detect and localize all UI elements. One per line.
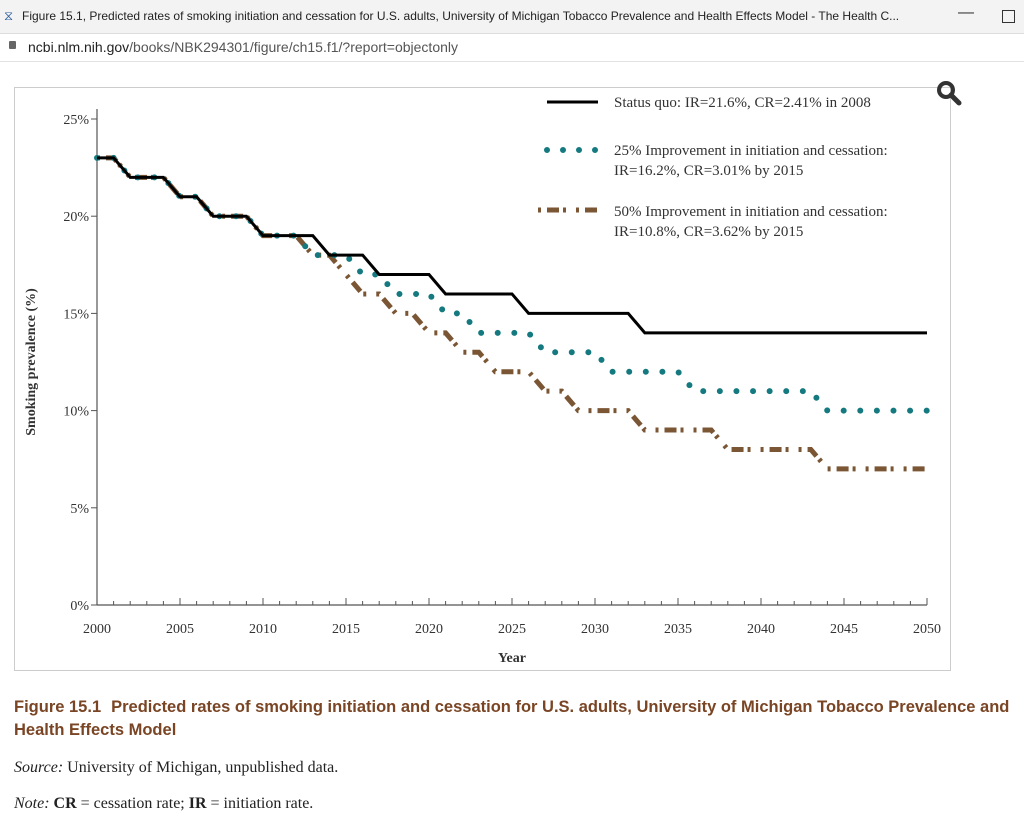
x-tick-label: 2000: [83, 622, 111, 637]
lock-icon: [9, 41, 16, 49]
x-tick-label: 2035: [664, 622, 692, 637]
figure-caption: Figure 15.1 Predicted rates of smoking in…: [14, 696, 1014, 742]
x-tick-label: 2030: [581, 622, 609, 637]
x-tick-label: 2025: [498, 622, 526, 637]
url-path: /books/NBK294301/figure/ch15.f1/?report=…: [129, 39, 459, 55]
zoom-magnifier-icon[interactable]: [937, 81, 962, 106]
window-title-bar: ⧖ Figure 15.1, Predicted rates of smokin…: [0, 0, 1024, 34]
source-text: University of Michigan, unpublished data…: [63, 759, 339, 776]
y-tick-label: 15%: [63, 307, 89, 322]
y-tick-label: 5%: [70, 502, 89, 517]
y-axis-label: Smoking prevalence (%): [24, 288, 39, 436]
caption-number: Figure 15.1: [14, 698, 102, 716]
window-title: Figure 15.1, Predicted rates of smoking …: [22, 9, 900, 23]
note-cr-text: = cessation rate;: [76, 795, 189, 812]
x-tick-label: 2045: [830, 622, 858, 637]
x-tick-label: 2015: [332, 622, 360, 637]
source-label: Source:: [14, 759, 64, 776]
caption-text: Predicted rates of smoking initiation an…: [14, 698, 1010, 739]
x-tick-label: 2005: [166, 622, 194, 637]
x-tick-label: 2050: [913, 622, 941, 637]
legend-label-25pct: 25% Improvement in initiation and cessat…: [614, 143, 888, 159]
source-line: Source: University of Michigan, unpublis…: [14, 759, 338, 777]
series-status-quo: [97, 156, 927, 335]
note-label: Note:: [14, 795, 50, 812]
x-tick-label: 2010: [249, 622, 277, 637]
minimize-button[interactable]: —: [958, 4, 974, 21]
legend-label-50pct-line2: IR=10.8%, CR=3.62% by 2015: [614, 224, 803, 240]
ncbi-logo-icon: ⧖: [4, 8, 14, 23]
x-axis-label: Year: [498, 651, 526, 666]
y-tick-label: 0%: [70, 599, 89, 614]
url-text[interactable]: ncbi.nlm.nih.gov/books/NBK294301/figure/…: [28, 39, 458, 55]
legend-label-status-quo: Status quo: IR=21.6%, CR=2.41% in 2008: [614, 95, 871, 111]
figure-frame: [14, 87, 951, 671]
x-tick-label: 2020: [415, 622, 443, 637]
y-tick-label: 20%: [63, 210, 89, 225]
x-tick-label: 2040: [747, 622, 775, 637]
note-ir-text: = initiation rate.: [206, 795, 314, 812]
y-tick-label: 25%: [63, 113, 89, 128]
note-cr: CR: [53, 795, 77, 812]
legend-label-50pct: 50% Improvement in initiation and cessat…: [614, 204, 888, 220]
note-ir: IR: [188, 795, 207, 812]
maximize-button[interactable]: [1002, 10, 1015, 23]
y-tick-label: 10%: [63, 405, 89, 420]
legend-label-25pct-line2: IR=16.2%, CR=3.01% by 2015: [614, 163, 803, 179]
address-bar[interactable]: ncbi.nlm.nih.gov/books/NBK294301/figure/…: [0, 34, 1024, 62]
url-domain: ncbi.nlm.nih.gov: [28, 39, 130, 55]
note-line: Note: CR = cessation rate; IR = initiati…: [14, 795, 313, 813]
